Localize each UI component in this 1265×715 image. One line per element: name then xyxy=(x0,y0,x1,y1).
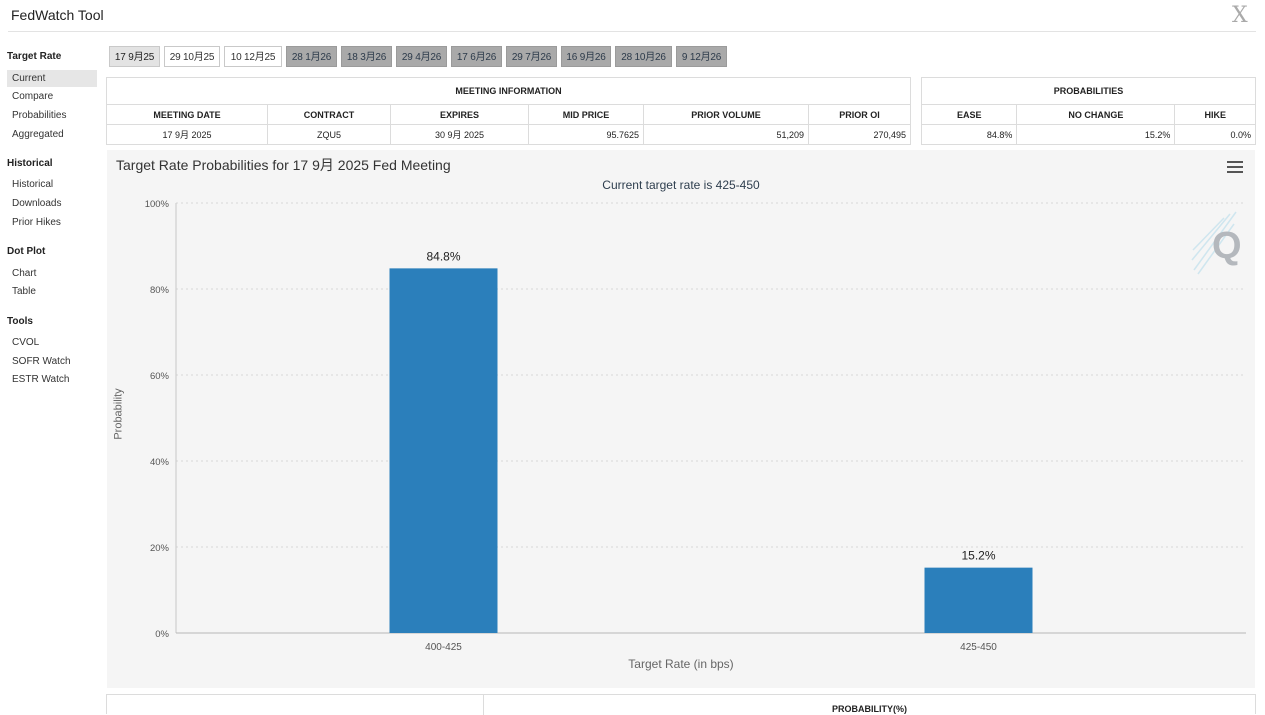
column-header: MID PRICE xyxy=(528,104,644,125)
meeting-info-table: MEETING INFORMATION MEETING DATE CONTRAC… xyxy=(106,77,911,145)
tab-meeting[interactable]: 29 4月26 xyxy=(396,46,447,67)
sidebar-item-sofr-watch[interactable]: SOFR Watch xyxy=(12,356,71,367)
sidebar-heading-target-rate: Target Rate xyxy=(7,51,62,62)
menu-icon[interactable] xyxy=(1227,160,1243,174)
title-bar: FedWatch Tool X xyxy=(0,0,1265,32)
meeting-info-heading: MEETING INFORMATION xyxy=(106,77,911,105)
x-axis-title: Target Rate (in bps) xyxy=(628,657,734,671)
table-row: 84.8% 15.2% 0.0% xyxy=(920,124,1256,145)
y-tick-label: 40% xyxy=(150,457,170,468)
tab-meeting[interactable]: 28 1月26 xyxy=(286,46,337,67)
ease-cell: 84.8% xyxy=(920,124,1018,145)
chart-title: Target Rate Probabilities for 17 9月 2025… xyxy=(116,157,451,173)
sidebar-heading-dot-plot: Dot Plot xyxy=(7,246,46,257)
column-divider xyxy=(483,695,484,715)
sidebar-item-table[interactable]: Table xyxy=(12,286,36,297)
y-tick-label: 100% xyxy=(145,199,170,210)
sidebar-heading-tools: Tools xyxy=(7,316,33,327)
bar xyxy=(924,567,1033,633)
column-header: NO CHANGE xyxy=(1016,104,1176,125)
sidebar-heading-historical: Historical xyxy=(7,158,53,169)
prior-volume-cell: 51,209 xyxy=(643,124,809,145)
sidebar-item-current[interactable]: Current xyxy=(7,70,97,87)
meeting-date-cell: 17 9月 2025 xyxy=(106,124,268,145)
column-header: PRIOR OI xyxy=(808,104,911,125)
probabilities-table: PROBABILITIES EASE NO CHANGE HIKE 84.8% … xyxy=(920,77,1256,145)
title-divider xyxy=(8,31,1256,32)
sidebar-item-chart[interactable]: Chart xyxy=(12,268,37,279)
sidebar-item-estr-watch[interactable]: ESTR Watch xyxy=(12,374,70,385)
tab-meeting[interactable]: 17 9月25 xyxy=(109,46,160,67)
contract-cell: ZQU5 xyxy=(267,124,391,145)
data-label: 15.2% xyxy=(961,549,995,563)
probability-column-header: PROBABILITY(%) xyxy=(832,704,907,714)
expires-cell: 30 9月 2025 xyxy=(390,124,529,145)
watermark-logo-icon: Q xyxy=(1191,211,1242,275)
chart-subtitle: Current target rate is 425-450 xyxy=(602,178,760,192)
tab-meeting[interactable]: 18 3月26 xyxy=(341,46,392,67)
x-tick-label: 400-425 xyxy=(425,642,462,653)
tab-meeting[interactable]: 10 12月25 xyxy=(224,46,282,67)
y-tick-label: 0% xyxy=(155,629,169,640)
bar xyxy=(389,268,498,633)
sidebar-item-downloads[interactable]: Downloads xyxy=(12,198,62,209)
probabilities-heading: PROBABILITIES xyxy=(921,77,1256,105)
column-header: EASE xyxy=(920,104,1018,125)
no-change-cell: 15.2% xyxy=(1016,124,1176,145)
bar-chart: 0% 20% 40% 60% 80% 100% 84.8% 400-425 15.2% 425-4… xyxy=(145,199,1246,653)
chart-panel: Target Rate Probabilities for 17 9月 2025… xyxy=(107,150,1255,688)
y-tick-label: 80% xyxy=(150,285,170,296)
sidebar-item-prior-hikes[interactable]: Prior Hikes xyxy=(12,217,61,228)
column-header: CONTRACT xyxy=(267,104,391,125)
data-label: 84.8% xyxy=(426,249,460,263)
sidebar-item-probabilities[interactable]: Probabilities xyxy=(12,110,67,121)
x-tick-label: 425-450 xyxy=(960,642,997,653)
app-title: FedWatch Tool xyxy=(11,7,104,23)
sidebar-item-compare[interactable]: Compare xyxy=(12,91,54,102)
tab-meeting[interactable]: 16 9月26 xyxy=(561,46,611,67)
close-icon[interactable]: X xyxy=(1232,3,1248,28)
tab-meeting[interactable]: 29 10月25 xyxy=(164,46,220,67)
mid-price-cell: 95.7625 xyxy=(528,124,644,145)
sidebar-item-historical[interactable]: Historical xyxy=(12,179,54,190)
probability-table: PROBABILITY(%) xyxy=(106,694,1256,715)
sidebar-item-cvol[interactable]: CVOL xyxy=(12,337,40,348)
tab-meeting[interactable]: 28 10月26 xyxy=(615,46,672,67)
column-header: HIKE xyxy=(1174,104,1256,125)
table-row: 17 9月 2025 ZQU5 30 9月 2025 95.7625 51,20… xyxy=(106,124,911,145)
watermark-letter: Q xyxy=(1212,225,1242,267)
prior-oi-cell: 270,495 xyxy=(808,124,911,145)
tab-meeting[interactable]: 9 12月26 xyxy=(676,46,727,67)
y-tick-label: 20% xyxy=(150,543,170,554)
y-axis-title: Probability xyxy=(112,388,125,440)
hike-cell: 0.0% xyxy=(1174,124,1256,145)
tab-meeting[interactable]: 29 7月26 xyxy=(506,46,557,67)
column-header: MEETING DATE xyxy=(106,104,268,125)
column-header: PRIOR VOLUME xyxy=(643,104,809,125)
column-header: EXPIRES xyxy=(390,104,529,125)
tab-meeting[interactable]: 17 6月26 xyxy=(451,46,502,67)
y-tick-label: 60% xyxy=(150,371,170,382)
sidebar-item-aggregated[interactable]: Aggregated xyxy=(12,129,64,140)
